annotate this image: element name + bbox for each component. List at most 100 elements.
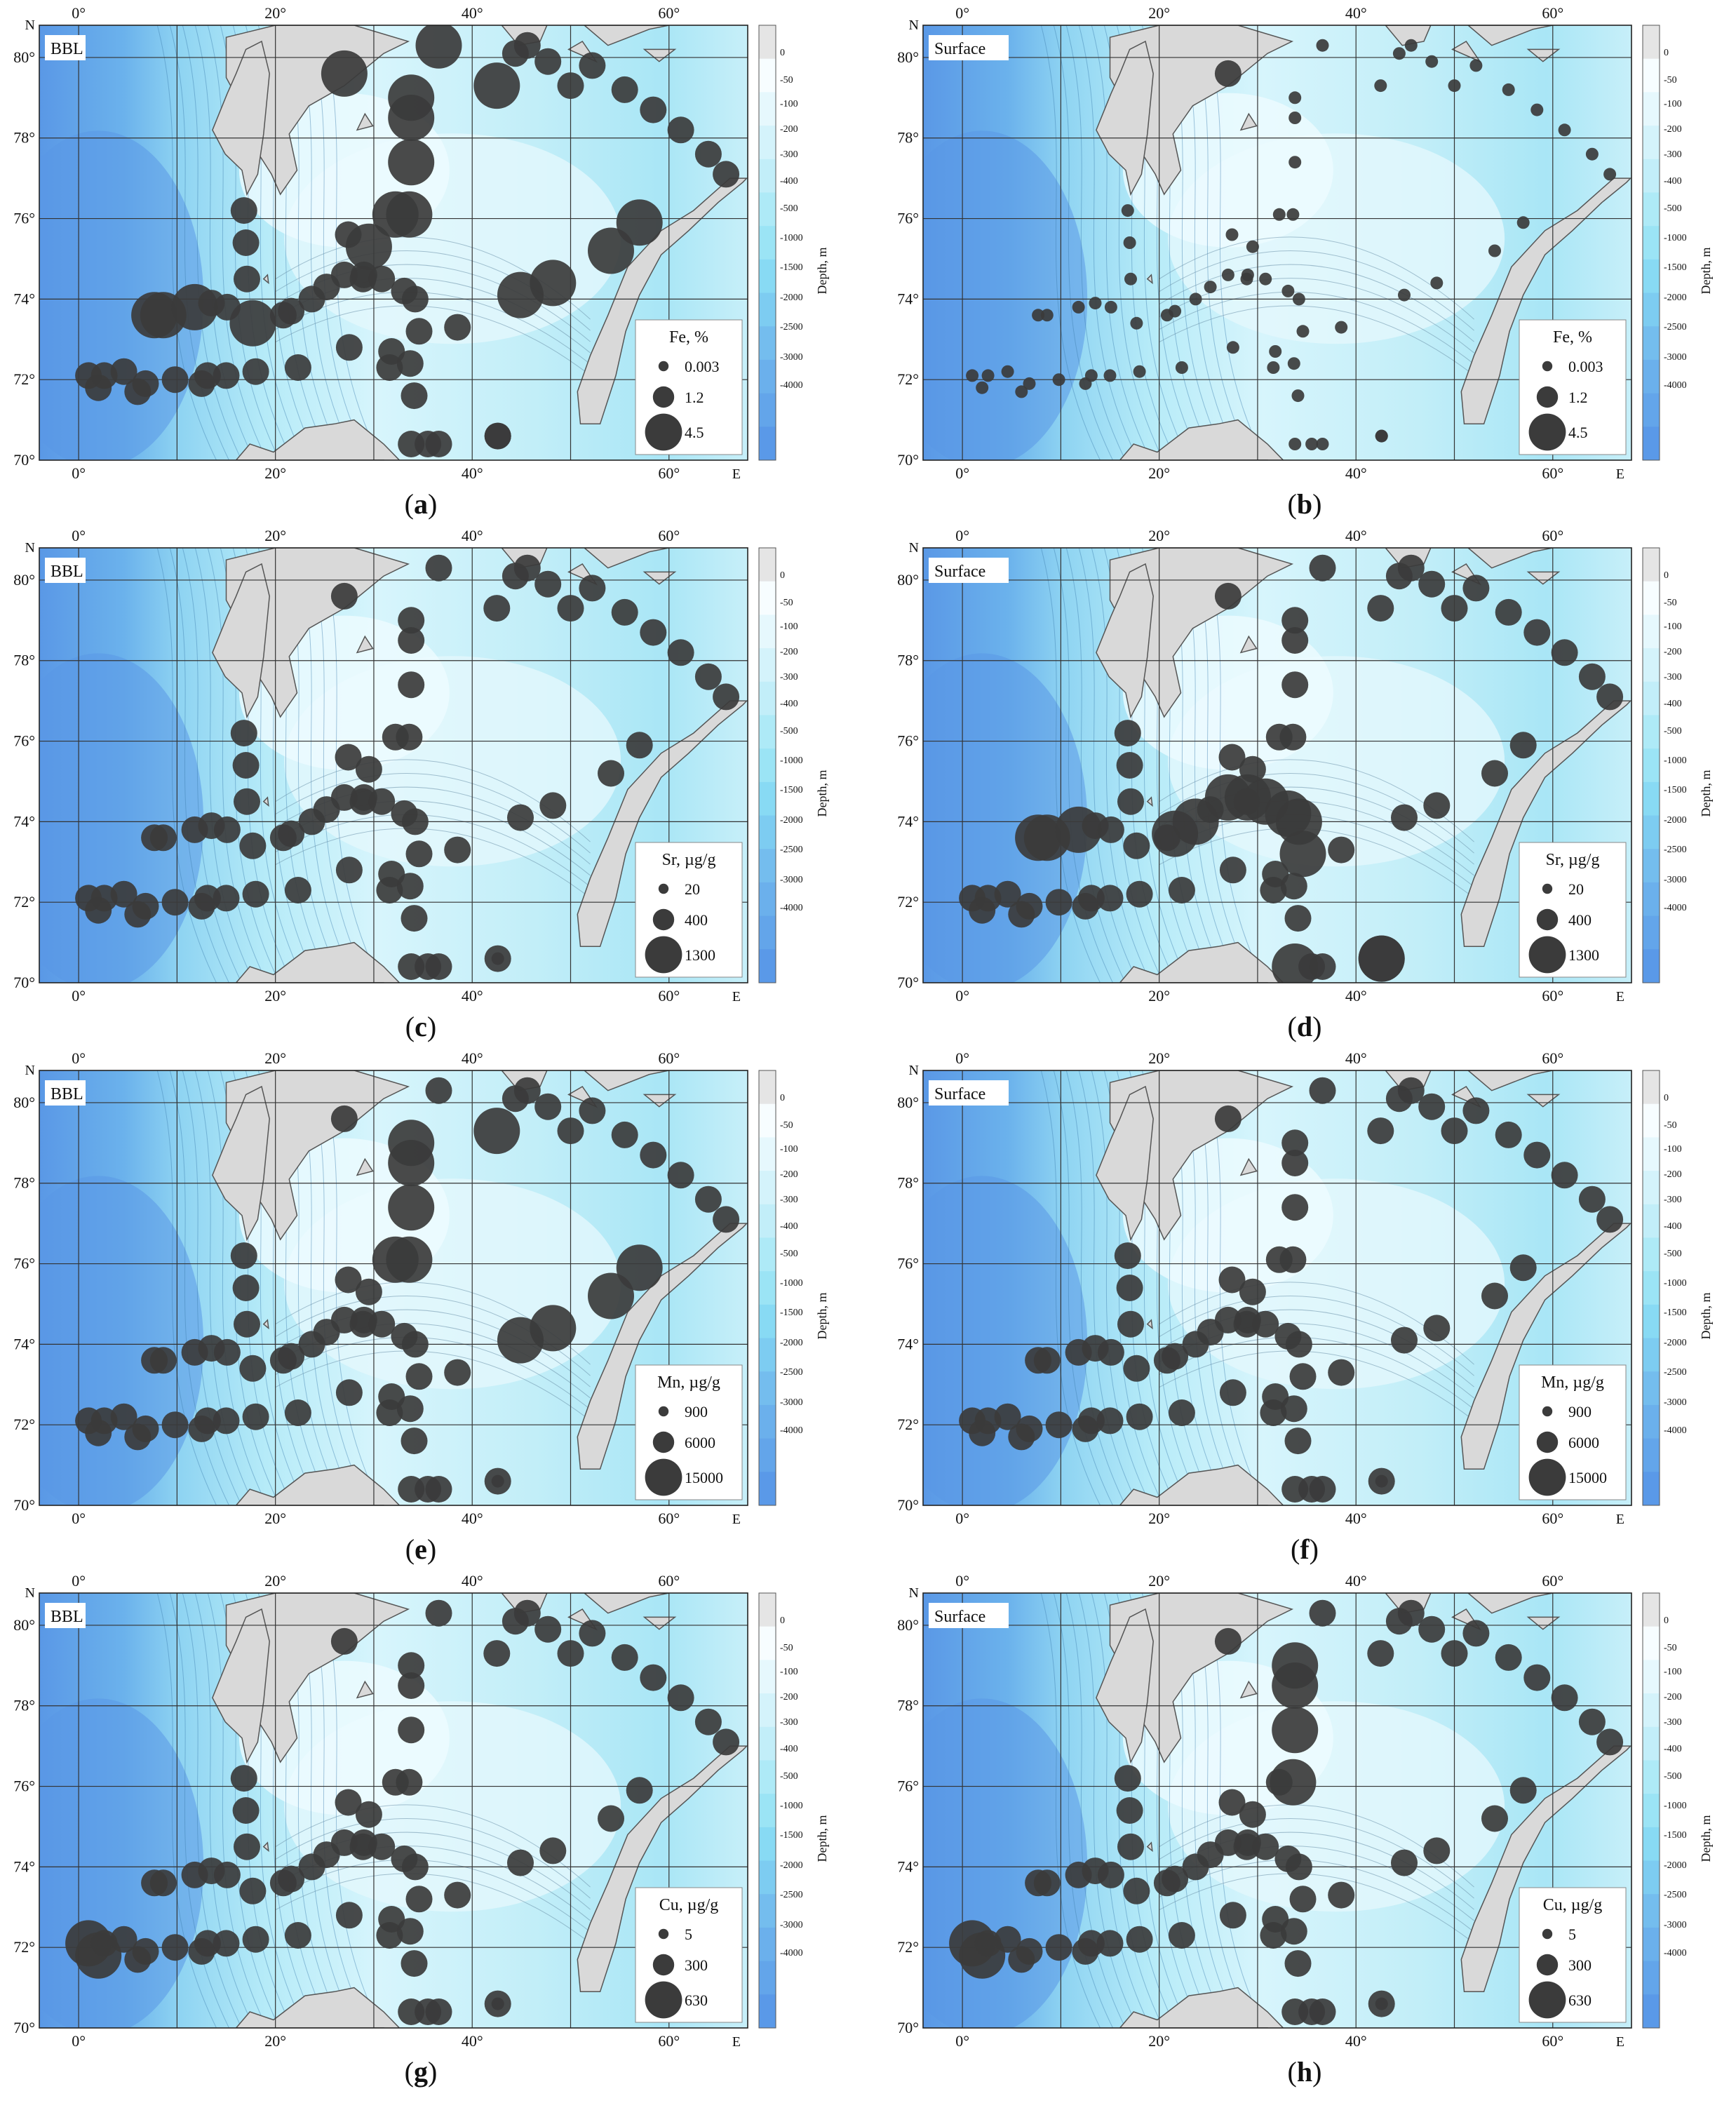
station-marker <box>368 265 396 293</box>
station-marker <box>1218 744 1246 771</box>
layer-label: BBL <box>51 1608 83 1626</box>
lat-tick-label: 76° <box>897 1778 919 1795</box>
station-marker <box>626 1777 653 1804</box>
station-marker <box>1123 236 1136 249</box>
depth-tick-label: -50 <box>1664 1120 1677 1131</box>
isobath-line <box>1065 548 1126 983</box>
station-marker <box>132 1937 159 1965</box>
lon-tick-label: 60° <box>658 1510 680 1527</box>
lon-tick-label: 60° <box>1542 1572 1563 1590</box>
map-area <box>923 1593 1631 2028</box>
station-marker <box>425 431 452 457</box>
station-marker <box>1305 438 1319 450</box>
map-svg: 0° 0° 20° 20° 40° 40° 60° 60° 70° 72° 74° 76° 78° 80°… <box>897 1049 1713 1527</box>
depth-tick-label: -2000 <box>780 815 803 826</box>
depth-color-segment <box>1643 359 1660 394</box>
station-marker <box>598 1805 624 1832</box>
land-polygon <box>212 1608 270 1764</box>
station-marker <box>994 1403 1021 1430</box>
depth-color-segment <box>759 1726 776 1761</box>
depth-tick-label: -1500 <box>780 1308 803 1318</box>
station-marker <box>232 1275 260 1301</box>
land-polygon <box>235 1987 401 2028</box>
station-marker <box>1309 953 1336 980</box>
isobath-line <box>156 25 217 460</box>
depth-color-segment <box>1643 1660 1660 1694</box>
depth-color-segment <box>759 715 776 749</box>
station-marker <box>234 788 260 815</box>
depth-color-segment <box>1643 226 1660 260</box>
layer-label: Surface <box>934 563 985 581</box>
lat-tick-label: 72° <box>897 370 919 388</box>
station-marker <box>242 358 269 385</box>
station-marker <box>1168 1922 1195 1949</box>
station-marker <box>534 570 562 598</box>
station-marker <box>1168 1399 1195 1426</box>
station-marker <box>376 877 403 903</box>
station-marker <box>401 382 428 410</box>
depth-color-segment <box>1643 915 1660 950</box>
lon-tick-label: 20° <box>1148 1049 1170 1067</box>
isobath-line <box>1040 25 1101 460</box>
isobath-line <box>1065 1593 1126 2028</box>
legend-symbol <box>652 386 675 408</box>
station-marker <box>401 1427 428 1455</box>
depth-tick-label: -1500 <box>1664 1308 1687 1318</box>
depth-color-segment <box>759 815 776 849</box>
station-marker <box>1289 1886 1317 1913</box>
station-marker <box>713 161 740 188</box>
lon-tick-label: 20° <box>264 464 286 482</box>
depth-tick-label: -1500 <box>780 785 803 795</box>
lon-tick-label: 0° <box>955 2032 969 2050</box>
depth-color-segment <box>1643 1726 1660 1761</box>
legend-symbol <box>658 883 669 894</box>
station-marker <box>376 1399 403 1426</box>
depth-tick-label: -400 <box>780 699 798 709</box>
station-marker <box>611 1644 638 1671</box>
station-marker <box>1292 293 1305 306</box>
depth-tick-label: -4000 <box>1664 1425 1687 1436</box>
isobath-line <box>1040 1593 1101 2028</box>
panel-caption: (f) <box>1291 1533 1319 1565</box>
station-marker <box>349 788 377 815</box>
station-marker <box>1397 1599 1425 1627</box>
station-marker <box>1596 1206 1624 1233</box>
station-marker <box>1015 385 1028 398</box>
lon-tick-label: 40° <box>1345 4 1367 22</box>
land-polygon <box>1239 112 1258 131</box>
station-marker <box>1219 1902 1246 1929</box>
station-marker <box>330 582 358 610</box>
isobath-line <box>1091 25 1151 460</box>
station-marker <box>1077 1407 1105 1435</box>
station-marker <box>284 877 311 903</box>
lon-tick-label: 20° <box>264 4 286 22</box>
station-marker <box>579 1620 606 1647</box>
lat-tick-label: 72° <box>897 893 919 911</box>
station-marker <box>539 792 567 819</box>
land-polygon <box>1460 700 1631 948</box>
lat-tick-label: 74° <box>897 1335 919 1352</box>
station-marker <box>1033 1869 1061 1897</box>
land-polygon <box>642 1616 677 1630</box>
station-marker <box>213 1338 241 1366</box>
depth-color-segment <box>1643 126 1660 160</box>
depth-color-segment <box>1643 681 1660 715</box>
station-marker <box>396 873 424 900</box>
station-marker <box>269 824 297 852</box>
station-marker <box>626 732 653 759</box>
lat-tick-label: 70° <box>897 2019 919 2036</box>
station-marker <box>161 1934 189 1961</box>
legend-value: 4.5 <box>1568 424 1588 441</box>
station-marker <box>1551 1684 1578 1712</box>
station-marker <box>1114 1242 1141 1270</box>
depth-color-segment <box>1643 1472 1660 1506</box>
station-marker <box>1239 1278 1266 1305</box>
depth-tick-label: -2000 <box>780 1860 803 1871</box>
depth-bar-frame <box>1642 25 1660 461</box>
depth-color-segment <box>759 1338 776 1372</box>
station-marker <box>1367 1640 1394 1667</box>
station-marker <box>611 76 638 103</box>
station-marker <box>1391 1849 1418 1876</box>
station-marker <box>1284 1427 1312 1455</box>
